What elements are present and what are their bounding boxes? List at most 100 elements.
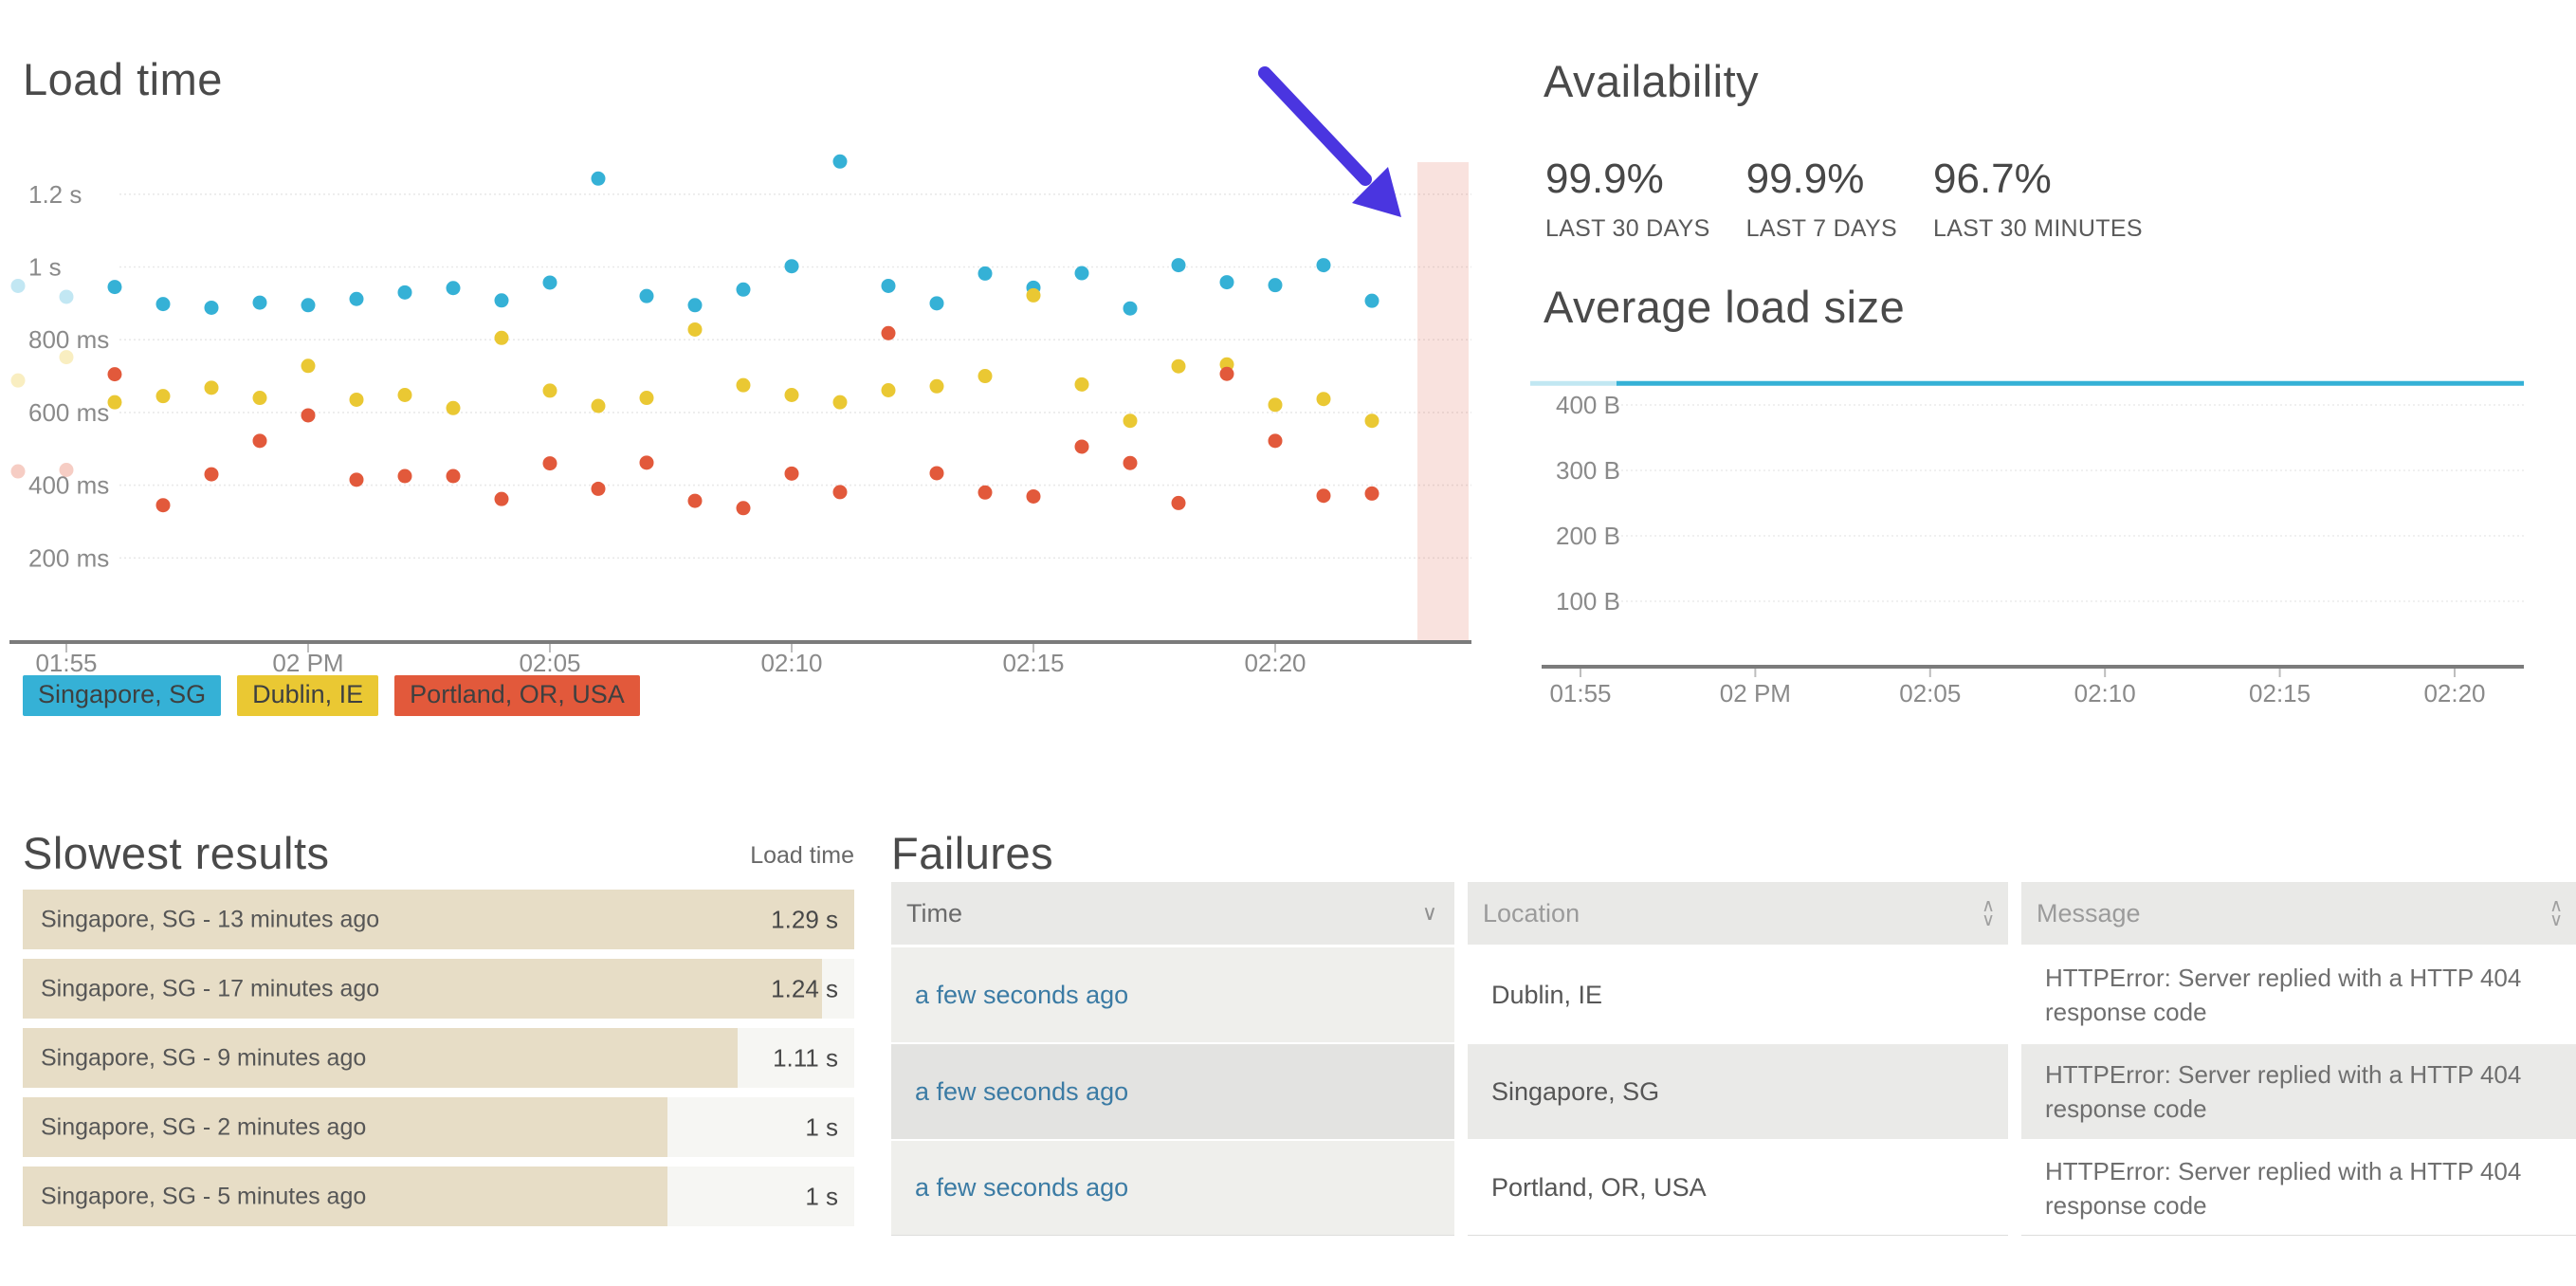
scatter-point [1123,455,1138,470]
scatter-point [397,387,412,402]
failure-message-cell: HTTPError: Server replied with a HTTP 40… [2021,947,2576,1042]
legend-badge-singapore[interactable]: Singapore, SG [23,675,222,716]
x-tick-label: 02 PM [272,649,343,677]
scatter-point [977,485,993,500]
scatter-point [784,259,799,274]
y-tick-label: 600 ms [28,398,109,427]
failure-message-text: HTTPError: Server replied with a HTTP 40… [2045,964,2522,1026]
scatter-point [1364,486,1379,501]
scatter-point [1364,293,1379,308]
failure-time-link[interactable]: a few seconds ago [915,980,1129,1009]
scatter-point [881,325,896,340]
x-tick-label: 02:10 [2074,679,2136,707]
column-header-label: Message [2037,898,2141,928]
scatter-point [155,389,171,404]
column-header-message[interactable]: Message ∧ ∨ [2021,882,2576,945]
slowest-result-row: Singapore, SG - 5 minutes ago 1 s [23,1167,854,1226]
scatter-point [155,498,171,513]
column-header-label: Time [906,898,962,928]
result-label: Singapore, SG - 2 minutes ago [41,1113,367,1140]
failure-time-link[interactable]: a few seconds ago [915,1076,1129,1106]
slowest-results-section: Slowest results Load time Singapore, SG … [23,827,854,1226]
legend-badge-portland[interactable]: Portland, OR, USA [394,675,640,716]
scatter-point [1074,266,1089,281]
scatter-point [107,367,122,382]
availability-value: 99.9% [1545,156,1664,202]
scatter-point [687,493,703,508]
slowest-result-row: Singapore, SG - 2 minutes ago 1 s [23,1097,854,1157]
y-tick-label: 200 ms [28,543,109,572]
scatter-point [1171,358,1186,374]
scatter-point [59,289,74,304]
column-header-time[interactable]: Time ∨ [891,882,1454,945]
column-gap [1454,882,1468,945]
availability-value: 99.9% [1745,156,1865,202]
x-tick-label: 02:15 [2249,679,2311,707]
failures-table: Time ∨ Location ∧ ∨ Message ∧ ∨ a few seconds ag… [891,882,2576,1236]
scatter-point [784,387,799,402]
result-load-time: 1.11 s [773,1043,838,1072]
load-time-bar [23,959,822,1019]
scatter-point [1316,392,1331,407]
scatter-point [301,298,316,313]
y-tick-label: 400 ms [28,471,109,500]
scatter-point [832,485,848,500]
y-tick-label: 300 B [1556,456,1620,485]
scatter-point [687,298,703,313]
scatter-point [397,468,412,484]
load-time-bar [23,1028,739,1088]
failure-row: a few seconds ago Dublin, IE HTTPError: Se… [891,947,2576,1042]
scatter-point [252,391,267,406]
scatter-point [1123,413,1138,429]
scatter-point [977,266,993,281]
scatter-point [1026,488,1041,504]
scatter-point [204,300,219,315]
scatter-point [832,395,848,410]
average-load-size-chart: 100 B 200 B 300 B 400 B 01:55 02 PM 02:05 02:10… [1530,380,2524,707]
column-gap [2008,947,2021,1042]
failure-time-link[interactable]: a few seconds ago [915,1173,1129,1202]
y-tick-label: 400 B [1556,391,1620,419]
failure-location-cell: Portland, OR, USA [1468,1141,2008,1236]
scatter-point [736,501,751,516]
x-tick-label: 02 PM [1720,679,1791,707]
failure-message-cell: HTTPError: Server replied with a HTTP 40… [2021,1044,2576,1139]
scatter-point [929,466,944,481]
x-tick-label: 02:10 [760,649,822,677]
availability-stat: 99.9% LAST 30 DAYS [1545,156,1710,243]
scatter-point [446,400,461,415]
load-time-bar [23,1167,667,1226]
scatter-point [1219,366,1234,381]
scatter-point [252,295,267,310]
average-load-size-title: Average load size [1544,282,1906,332]
scatter-point [929,296,944,311]
scatter-point [204,380,219,395]
failure-row: a few seconds ago Singapore, SG HTTPError:… [891,1044,2576,1139]
slowest-result-row: Singapore, SG - 13 minutes ago 1.29 s [23,890,854,949]
failure-time-cell: a few seconds ago [891,1141,1454,1236]
column-header-location[interactable]: Location ∧ ∨ [1468,882,2008,945]
x-tick-label: 01:55 [1549,679,1611,707]
legend-badge-dublin[interactable]: Dublin, IE [237,675,379,716]
annotation-arrow [1258,66,1401,217]
result-load-time: 1.24 s [771,974,838,1002]
scatter-point [542,383,557,398]
scatter-point [59,462,74,477]
column-gap [2008,1141,2021,1236]
scatter-point [542,456,557,471]
scatter-point [1268,433,1283,449]
now-band [1417,162,1469,642]
x-tick-label: 02:20 [2423,679,2485,707]
scatter-point [1123,301,1138,316]
scatter-point [1364,413,1379,429]
scatter-point [349,291,364,306]
scatter-point [832,154,848,169]
scatter-point [929,378,944,394]
failure-location-cell: Singapore, SG [1468,1044,2008,1139]
slowest-result-row: Singapore, SG - 9 minutes ago 1.11 s [23,1028,854,1088]
x-tick-label: 01:55 [35,649,97,677]
scatter-point [1171,258,1186,273]
scatter-point [542,275,557,290]
slowest-result-row: Singapore, SG - 17 minutes ago 1.24 s [23,959,854,1019]
